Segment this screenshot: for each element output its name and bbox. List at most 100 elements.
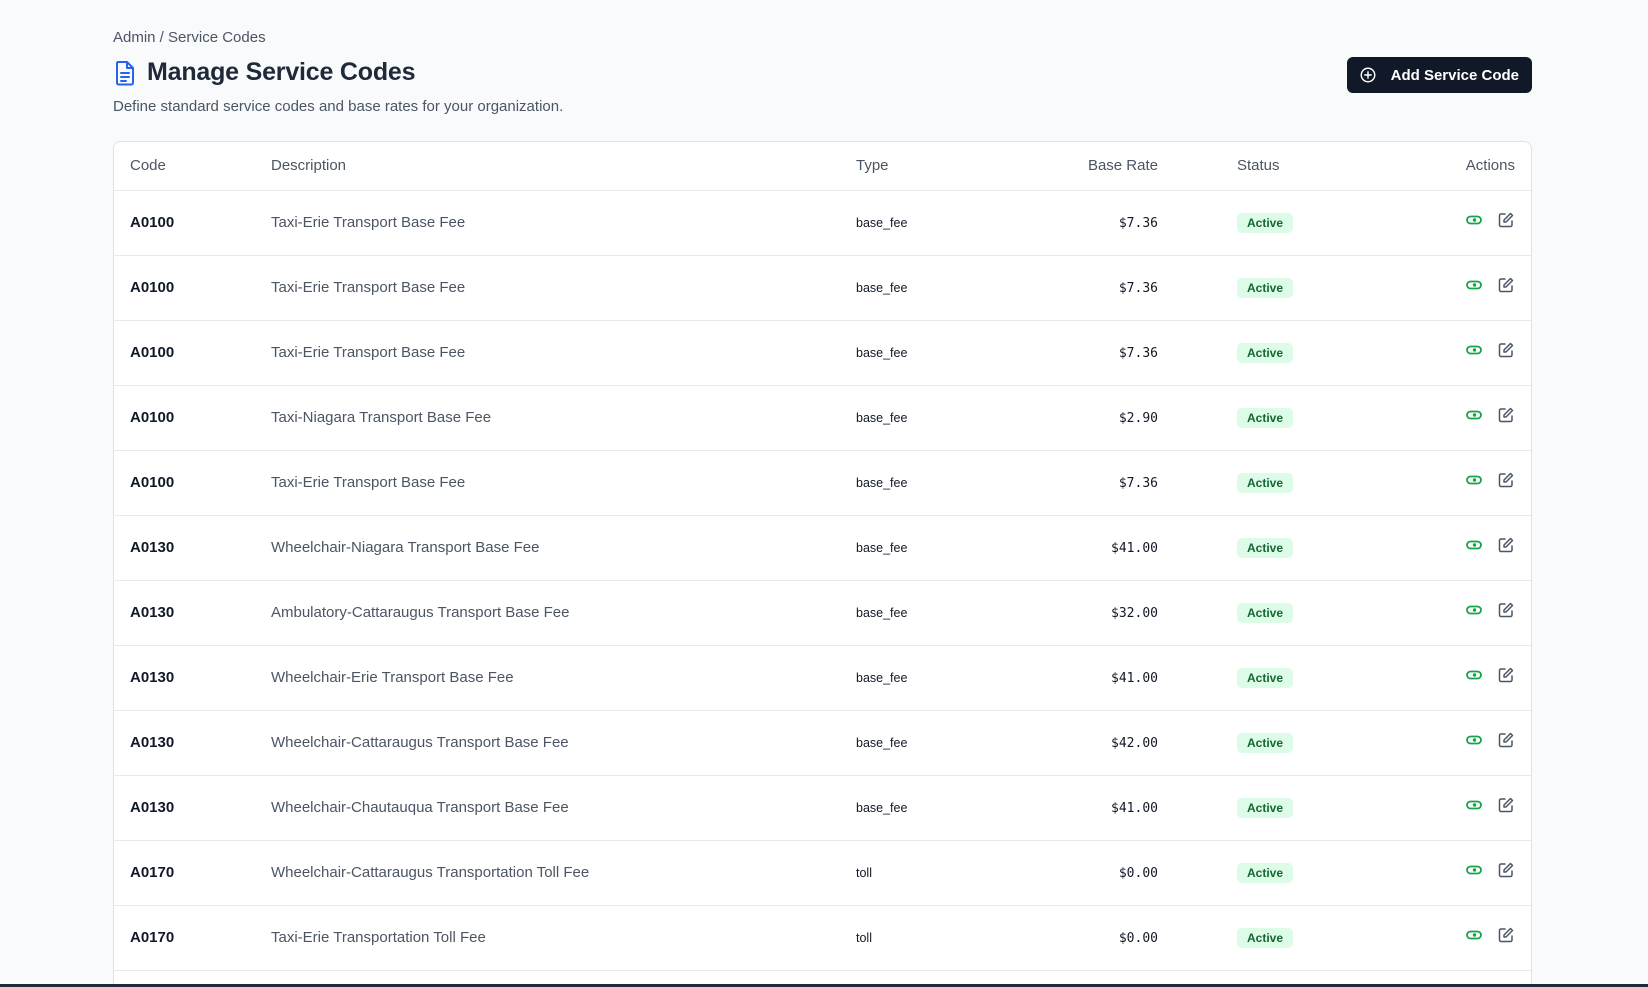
- edit-icon[interactable]: [1497, 406, 1515, 424]
- row-description: Wheelchair-Chautauqua Transport Base Fee: [271, 798, 569, 816]
- row-base-rate: $0.00: [1118, 865, 1158, 881]
- row-code: A0100: [130, 213, 175, 231]
- edit-icon[interactable]: [1497, 861, 1515, 879]
- row-description: Ambulatory-Cattaraugus Transport Base Fe…: [271, 603, 570, 621]
- row-base-rate: $41.00: [1111, 670, 1158, 686]
- page-subtitle: Define standard service codes and base r…: [113, 98, 564, 115]
- table-row: A0130 Wheelchair-Erie Transport Base Fee b…: [114, 645, 1531, 711]
- table-row: A0170 Taxi-Erie Transportation Toll Fee to…: [114, 905, 1531, 971]
- row-description: Wheelchair-Cattaraugus Transport Base Fe…: [271, 733, 569, 751]
- row-code: A0100: [130, 408, 175, 426]
- breadcrumb: Admin / Service Codes: [113, 29, 266, 46]
- edit-icon[interactable]: [1497, 666, 1515, 684]
- row-actions: [1465, 341, 1515, 359]
- row-description: Wheelchair-Niagara Transport Base Fee: [271, 538, 540, 556]
- status-badge: Active: [1237, 472, 1294, 493]
- service-codes-table: Code Description Type Base Rate Status A…: [114, 142, 1531, 971]
- row-description: Taxi-Erie Transport Base Fee: [271, 213, 466, 231]
- row-type: base_fee: [856, 475, 908, 490]
- row-code: A0100: [130, 343, 175, 361]
- edit-icon[interactable]: [1497, 731, 1515, 749]
- row-actions: [1465, 731, 1515, 749]
- row-code: A0130: [130, 798, 175, 816]
- row-code: A0100: [130, 278, 175, 296]
- edit-icon[interactable]: [1497, 341, 1515, 359]
- status-badge: Active: [1237, 537, 1294, 558]
- document-icon: [113, 60, 137, 86]
- toggle-icon[interactable]: [1465, 796, 1483, 814]
- status-badge: Active: [1237, 862, 1294, 883]
- toggle-icon[interactable]: [1465, 926, 1483, 944]
- row-type: toll: [856, 930, 872, 945]
- row-base-rate: $7.36: [1118, 345, 1158, 361]
- toggle-icon[interactable]: [1465, 666, 1483, 684]
- service-codes-table-card: Code Description Type Base Rate Status A…: [113, 141, 1532, 987]
- row-actions: [1465, 601, 1515, 619]
- status-badge: Active: [1237, 277, 1294, 298]
- column-header-base-rate: Base Rate: [996, 142, 1158, 191]
- row-type: base_fee: [856, 215, 908, 230]
- row-type: base_fee: [856, 280, 908, 295]
- page-title: Manage Service Codes: [147, 58, 416, 86]
- row-code: A0100: [130, 473, 175, 491]
- add-service-code-label: Add Service Code: [1390, 66, 1519, 84]
- table-row: A0130 Wheelchair-Chautauqua Transport Bas…: [114, 775, 1531, 841]
- toggle-icon[interactable]: [1465, 341, 1483, 359]
- edit-icon[interactable]: [1497, 211, 1515, 229]
- row-actions: [1465, 926, 1515, 944]
- edit-icon[interactable]: [1497, 276, 1515, 294]
- bottom-edge-bar: [0, 984, 1648, 987]
- row-base-rate: $0.00: [1118, 930, 1158, 946]
- row-type: base_fee: [856, 735, 908, 750]
- row-type: toll: [856, 865, 872, 880]
- toggle-icon[interactable]: [1465, 601, 1483, 619]
- status-badge: Active: [1237, 407, 1294, 428]
- row-type: base_fee: [856, 670, 908, 685]
- column-header-status: Status: [1158, 142, 1322, 191]
- status-badge: Active: [1237, 667, 1294, 688]
- row-code: A0170: [130, 863, 175, 881]
- row-base-rate: $41.00: [1111, 800, 1158, 816]
- row-description: Taxi-Erie Transport Base Fee: [271, 473, 466, 491]
- status-badge: Active: [1237, 797, 1294, 818]
- toggle-icon[interactable]: [1465, 276, 1483, 294]
- column-header-code: Code: [114, 142, 271, 191]
- row-type: base_fee: [856, 410, 908, 425]
- row-description: Wheelchair-Cattaraugus Transportation To…: [271, 863, 590, 881]
- table-row: A0130 Wheelchair-Niagara Transport Base F…: [114, 515, 1531, 581]
- row-type: base_fee: [856, 605, 908, 620]
- column-header-actions: Actions: [1322, 142, 1531, 191]
- column-header-type: Type: [856, 142, 996, 191]
- add-service-code-button[interactable]: Add Service Code: [1346, 57, 1532, 93]
- table-row: A0100 Taxi-Niagara Transport Base Fee base…: [114, 385, 1531, 451]
- title-row: Manage Service Codes: [113, 58, 416, 87]
- edit-icon[interactable]: [1497, 601, 1515, 619]
- row-description: Taxi-Erie Transportation Toll Fee: [271, 928, 486, 946]
- table-row: A0170 Wheelchair-Cattaraugus Transportati…: [114, 840, 1531, 906]
- row-description: Wheelchair-Erie Transport Base Fee: [271, 668, 514, 686]
- toggle-icon[interactable]: [1465, 536, 1483, 554]
- row-actions: [1465, 796, 1515, 814]
- edit-icon[interactable]: [1497, 926, 1515, 944]
- row-code: A0130: [130, 603, 175, 621]
- row-base-rate: $7.36: [1118, 215, 1158, 231]
- edit-icon[interactable]: [1497, 471, 1515, 489]
- row-base-rate: $41.00: [1111, 540, 1158, 556]
- table-row: A0100 Taxi-Erie Transport Base Fee base_fe…: [114, 450, 1531, 516]
- status-badge: Active: [1237, 732, 1294, 753]
- toggle-icon[interactable]: [1465, 731, 1483, 749]
- toggle-icon[interactable]: [1465, 861, 1483, 879]
- row-base-rate: $42.00: [1111, 735, 1158, 751]
- row-code: A0130: [130, 668, 175, 686]
- toggle-icon[interactable]: [1465, 406, 1483, 424]
- table-row: A0100 Taxi-Erie Transport Base Fee base_fe…: [114, 320, 1531, 386]
- row-code: A0130: [130, 538, 175, 556]
- edit-icon[interactable]: [1497, 796, 1515, 814]
- row-base-rate: $32.00: [1111, 605, 1158, 621]
- table-row: A0100 Taxi-Erie Transport Base Fee base_fe…: [114, 255, 1531, 321]
- status-badge: Active: [1237, 927, 1294, 948]
- toggle-icon[interactable]: [1465, 211, 1483, 229]
- edit-icon[interactable]: [1497, 536, 1515, 554]
- toggle-icon[interactable]: [1465, 471, 1483, 489]
